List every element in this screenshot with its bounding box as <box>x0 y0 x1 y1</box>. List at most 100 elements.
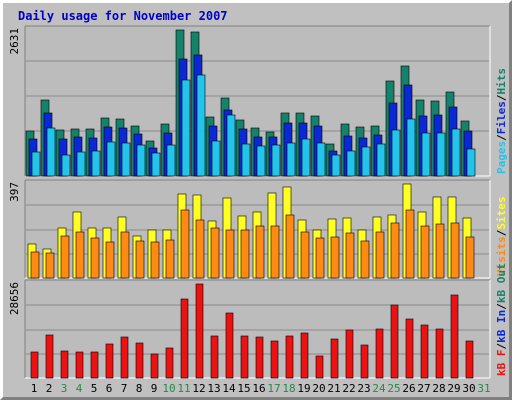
chart-title: Daily usage for November 2007 <box>18 9 228 23</box>
x-tick-label: 29 <box>447 382 460 395</box>
bar-sites <box>330 236 340 279</box>
y-max-label: 397 <box>8 182 21 202</box>
x-tick-label: 26 <box>402 382 415 395</box>
bar-kb-f <box>390 304 399 379</box>
x-tick-label: 6 <box>106 382 113 395</box>
bar-kb-f <box>450 294 459 379</box>
bar-kb-f <box>165 347 174 379</box>
legend-entry: Files <box>495 101 508 134</box>
bar-sites <box>420 225 430 279</box>
legend-entry: kB F <box>495 350 508 377</box>
legend: Visits/Sites <box>495 197 508 277</box>
x-tick-label: 16 <box>252 382 265 395</box>
x-tick-label: 17 <box>267 382 280 395</box>
bar-pages <box>166 144 176 177</box>
legend-entry: Hits <box>495 68 508 95</box>
bar-kb-f <box>285 335 294 379</box>
x-tick-label: 2 <box>46 382 53 395</box>
bar-sites <box>345 232 355 279</box>
bar-sites <box>435 223 445 279</box>
x-tick-label: 14 <box>222 382 236 395</box>
x-tick-label: 7 <box>121 382 128 395</box>
bar-pages <box>256 145 266 177</box>
bar-sites <box>405 209 415 279</box>
bar-pages <box>196 74 206 177</box>
legend-entry: Visits <box>495 236 508 276</box>
bar-kb-f <box>75 351 84 379</box>
bar-sites <box>225 229 235 279</box>
legend: kB F/kB In/kB Out <box>495 263 508 376</box>
bar-pages <box>181 79 191 177</box>
bar-kb-f <box>240 335 249 379</box>
y-max-label: 2631 <box>8 28 21 55</box>
bar-sites <box>135 240 145 279</box>
legend-entry: Pages <box>495 141 508 174</box>
bar-sites <box>465 236 475 279</box>
bar-pages <box>361 146 371 177</box>
bar-pages <box>151 152 161 177</box>
bar-pages <box>316 142 326 177</box>
legend-separator: / <box>495 134 508 141</box>
bar-sites <box>90 237 100 279</box>
bar-pages <box>61 154 71 177</box>
bar-pages <box>106 141 116 177</box>
legend-entry: kB In <box>495 310 508 343</box>
x-tick-label: 20 <box>312 382 325 395</box>
bar-pages <box>211 140 221 177</box>
bar-kb-f <box>195 283 204 379</box>
bar-kb-f <box>225 312 234 379</box>
bar-pages <box>121 142 131 177</box>
bar-sites <box>315 237 325 279</box>
legend-separator: / <box>495 343 508 350</box>
bar-pages <box>76 151 86 177</box>
bar-kb-f <box>375 328 384 379</box>
bar-sites <box>360 240 370 279</box>
bar-kb-f <box>90 351 99 379</box>
bar-kb-f <box>300 332 309 379</box>
bar-kb-f <box>180 298 189 379</box>
bar-kb-f <box>150 353 159 379</box>
bar-kb-f <box>345 329 354 379</box>
bar-sites <box>210 227 220 279</box>
x-tick-label: 27 <box>417 382 430 395</box>
bar-pages <box>436 132 446 177</box>
bar-pages <box>391 129 401 177</box>
legend-entry: kB Out <box>495 263 508 303</box>
bar-kb-f <box>330 338 339 379</box>
x-tick-label: 31 <box>477 382 490 395</box>
bar-kb-f <box>435 328 444 379</box>
bar-kb-f <box>30 351 39 379</box>
bar-kb-f <box>465 340 474 379</box>
bar-pages <box>226 114 236 177</box>
bar-sites <box>450 222 460 279</box>
bar-kb-f <box>405 318 414 379</box>
x-tick-label: 3 <box>61 382 68 395</box>
x-tick-label: 22 <box>342 382 355 395</box>
bar-sites <box>75 231 85 279</box>
legend-separator: / <box>495 303 508 310</box>
bar-pages <box>31 151 41 177</box>
bar-pages <box>451 128 461 177</box>
bar-sites <box>270 225 280 279</box>
bar-sites <box>180 209 190 279</box>
x-tick-label: 1 <box>31 382 38 395</box>
bar-pages <box>301 138 311 177</box>
bar-sites <box>375 231 385 279</box>
bar-pages <box>91 150 101 177</box>
x-tick-label: 25 <box>387 382 400 395</box>
bar-pages <box>271 144 281 177</box>
x-tick-label: 30 <box>462 382 475 395</box>
bar-sites <box>105 241 115 279</box>
panel-visits-sites: 397 Visits/Sites <box>8 179 508 279</box>
y-max-label: 28656 <box>8 282 21 315</box>
chart-panels: 2631Pages/Files/Hits397Visits/Sites28656… <box>8 25 508 379</box>
legend-separator: / <box>495 229 508 236</box>
bar-kb-f <box>360 344 369 379</box>
bar-sites <box>195 219 205 279</box>
x-tick-label: 4 <box>76 382 83 395</box>
x-tick-label: 23 <box>357 382 370 395</box>
bar-kb-f <box>270 340 279 379</box>
